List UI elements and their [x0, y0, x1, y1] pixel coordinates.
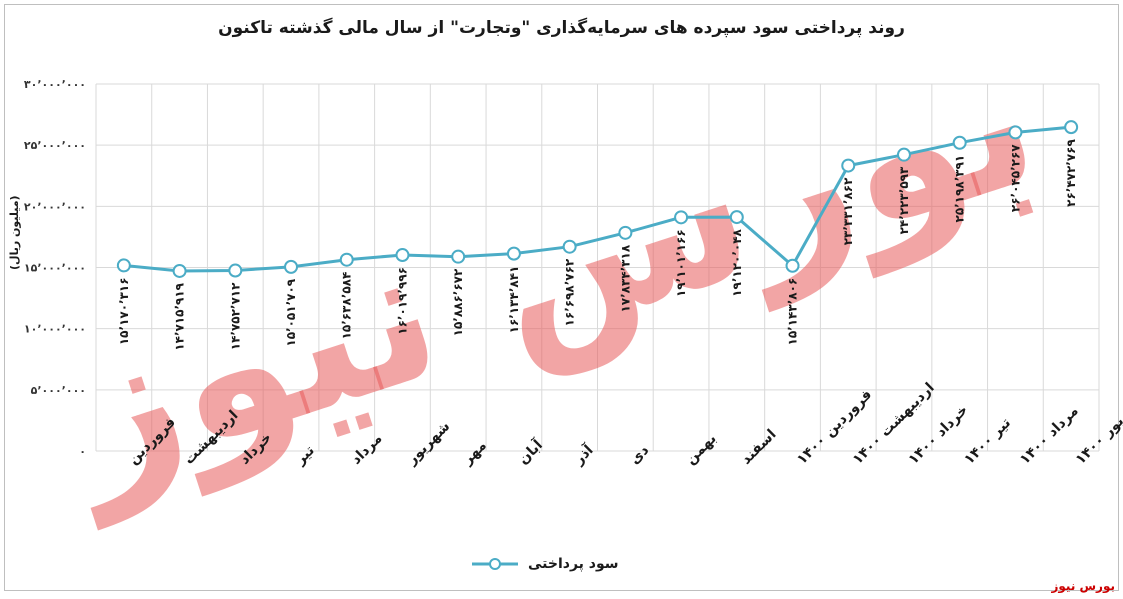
- chart-title: روند پرداختی سود سپرده های سرمایه‌گذاری …: [218, 18, 905, 38]
- x-tick-label: مرداد ۱۴۰۰: [1017, 403, 1082, 468]
- data-label: ۲۶٬۰۴۵٬۲۶۷: [1008, 144, 1022, 212]
- data-label: ۲۳٬۳۳۱٬۸۶۲: [841, 177, 855, 245]
- data-point: [674, 210, 689, 225]
- data-point: [785, 258, 800, 273]
- data-label: ۲۴٬۲۲۳٬۵۹۳: [897, 166, 911, 234]
- series-line-path: [123, 125, 1072, 273]
- data-point: [506, 246, 521, 261]
- data-label: ۱۵٬۸۸۶٬۶۷۲: [451, 268, 465, 336]
- y-tick-labels: ۰ ۵٬۰۰۰٬۰۰۰ ۱۰٬۰۰۰٬۰۰۰ ۱۵٬۰۰۰٬۰۰۰ ۲۰٬۰۰۰٬۰۰۰…: [24, 78, 86, 458]
- series-line: [123, 125, 1072, 273]
- y-tick-label: ۲۵٬۰۰۰٬۰۰۰: [24, 139, 86, 152]
- y-tick-label: ۱۵٬۰۰۰٬۰۰۰: [24, 262, 86, 275]
- data-point: [618, 225, 633, 240]
- y-tick-label: ۰: [79, 445, 86, 458]
- data-label: ۲۵٬۱۹۸٬۳۹۱: [953, 155, 967, 223]
- gridlines: [95, 83, 1100, 452]
- x-tick-label: مهر: [459, 438, 490, 469]
- data-label: ۱۹٬۱۲۰٬۰۴۸: [730, 228, 744, 296]
- data-label: ۱۶٬۰۱۹٬۹۹۶: [395, 267, 409, 335]
- data-label: ۱۶٬۶۹۸٬۷۶۲: [563, 258, 577, 326]
- data-label: ۱۵٬۰۵۱٬۷۰۹: [284, 278, 298, 346]
- y-tick-label: ۵٬۰۰۰٬۰۰۰: [31, 384, 86, 397]
- source-label: بورس نیوز: [1051, 579, 1115, 593]
- data-label: ۱۴٬۷۵۲٬۷۱۲: [228, 282, 242, 350]
- legend-label: سود پرداختی: [528, 556, 619, 572]
- data-label: ۲۶٬۴۷۲٬۷۶۹: [1064, 138, 1078, 206]
- data-point: [841, 158, 856, 173]
- y-tick-label: ۳۰٬۰۰۰٬۰۰۰: [24, 78, 86, 91]
- data-label: ۱۵٬۱۷۰٬۳۱۶: [117, 277, 131, 345]
- series-points: [116, 120, 1079, 278]
- x-tick-label: دی: [627, 442, 652, 467]
- data-point: [1008, 125, 1023, 140]
- data-point: [451, 249, 466, 264]
- x-tick-label: شهریور ۱۴۰۰: [1073, 391, 1123, 468]
- data-point: [729, 210, 744, 225]
- data-point: [562, 239, 577, 254]
- data-point: [228, 263, 243, 278]
- data-label: ۱۴٬۷۱۵٬۹۱۹: [173, 282, 187, 350]
- data-point: [952, 135, 967, 150]
- y-tick-label: ۲۰٬۰۰۰٬۰۰۰: [24, 200, 86, 213]
- data-point: [116, 258, 131, 273]
- data-label: ۱۷٬۸۳۴٬۳۱۸: [618, 244, 632, 312]
- x-tick-label: بهمن: [683, 431, 720, 468]
- legend-line-marker-icon: [472, 558, 518, 570]
- x-tick-label: اسفند: [738, 426, 779, 467]
- data-point: [395, 248, 410, 263]
- data-point: [339, 252, 354, 267]
- data-labels: ۱۵٬۱۷۰٬۳۱۶ ۱۴٬۷۱۵٬۹۱۹ ۱۴٬۷۵۲٬۷۱۲ ۱۵٬۰۵۱٬۷۰۹…: [117, 138, 1078, 350]
- data-point: [172, 263, 187, 278]
- data-label: ۱۵٬۱۴۳٬۸۰۶: [786, 278, 800, 346]
- y-tick-label: ۱۰٬۰۰۰٬۰۰۰: [24, 323, 86, 336]
- x-tick-label: آذر: [569, 440, 597, 468]
- data-label: ۱۶٬۱۳۴٬۸۴۱: [507, 266, 521, 334]
- legend: سود پرداختی: [470, 552, 619, 576]
- data-label: ۱۹٬۱۰۱٬۱۶۶: [674, 229, 688, 297]
- data-point: [1064, 120, 1079, 135]
- data-label: ۱۵٬۶۳۸٬۵۸۴: [340, 272, 354, 340]
- data-point: [896, 147, 911, 162]
- data-point: [284, 259, 299, 274]
- chart-frame: [4, 4, 1119, 591]
